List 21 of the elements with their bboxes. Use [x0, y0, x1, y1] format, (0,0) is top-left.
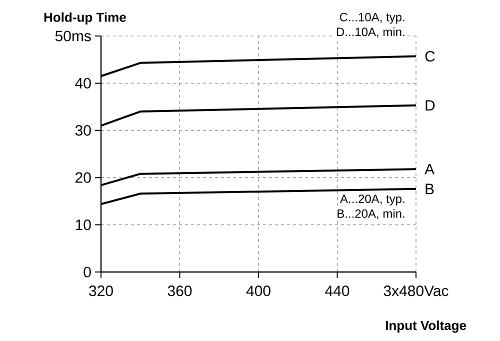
- annotation: A...20A, typ.: [340, 194, 404, 206]
- y-tick-label: 40: [75, 78, 91, 89]
- annotation: B...20A, min.: [338, 209, 404, 220]
- series-label: B: [426, 184, 434, 194]
- x-tick-label: 360: [168, 286, 192, 296]
- x-axis-title: Input Voltage: [386, 320, 466, 333]
- y-tick-label: 50ms: [55, 30, 91, 42]
- x-tick-label: 3x480Vac: [384, 286, 448, 296]
- y-axis-title: Hold-up Time: [44, 12, 126, 24]
- series-label: D: [426, 100, 435, 111]
- y-tick-label: 20: [76, 172, 91, 183]
- annotation: D...10A, min.: [336, 27, 404, 38]
- series-label: A: [424, 164, 435, 174]
- x-tick-label: 400: [246, 286, 270, 296]
- y-tick-label: 10: [76, 219, 91, 230]
- x-tick-label: 320: [89, 286, 113, 296]
- text: C...10A, typ.: [340, 12, 404, 24]
- y-tick-label: 30: [75, 125, 91, 136]
- x-tick-label: 440: [325, 286, 350, 296]
- y-tick-label: 0: [84, 266, 91, 278]
- series-label: C: [425, 50, 435, 62]
